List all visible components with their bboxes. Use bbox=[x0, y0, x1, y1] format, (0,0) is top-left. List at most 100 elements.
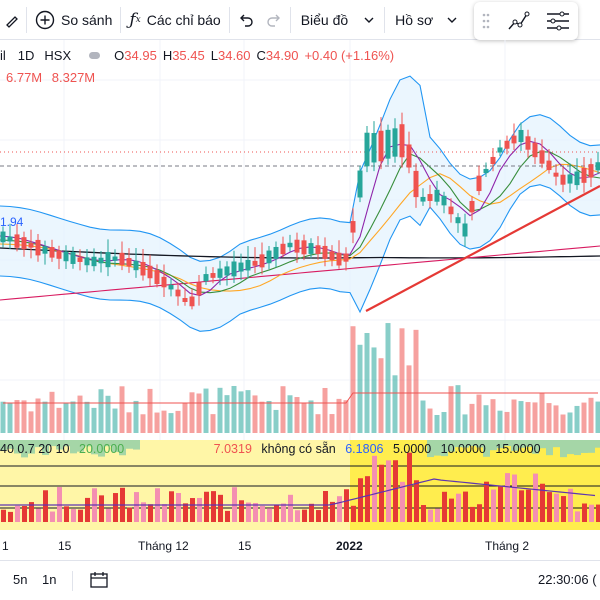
volume-bar bbox=[350, 326, 356, 433]
price-chart[interactable] bbox=[0, 40, 600, 440]
indicator-bg-cell bbox=[287, 440, 294, 530]
range-1-year-button[interactable]: 1n bbox=[42, 572, 57, 587]
candle bbox=[301, 234, 307, 261]
volume-bar bbox=[581, 402, 587, 433]
indicator-bar bbox=[498, 486, 503, 522]
indicator-bar bbox=[43, 490, 48, 522]
volume-bar bbox=[343, 400, 349, 433]
volume-bar bbox=[147, 388, 153, 433]
undo-button[interactable] bbox=[230, 0, 260, 40]
indicator-green-cell bbox=[21, 440, 28, 458]
candle-body bbox=[273, 246, 279, 259]
indicator-bg-cell bbox=[147, 440, 154, 530]
indicator-bg-cell bbox=[217, 440, 224, 530]
indicator-bg-cell bbox=[21, 440, 28, 530]
indicator-bg-cell bbox=[7, 440, 14, 530]
indicator-green-cell bbox=[469, 440, 476, 447]
indicator-green-cell bbox=[546, 440, 553, 456]
indicator-bg-cell bbox=[420, 440, 427, 530]
candle bbox=[266, 246, 272, 270]
chart-type-button[interactable]: Biểu đồ bbox=[291, 0, 384, 40]
candle-body bbox=[112, 256, 118, 261]
compare-button[interactable]: So sánh bbox=[27, 0, 120, 40]
indicator-green-cell bbox=[77, 440, 84, 452]
volume-bar bbox=[518, 401, 524, 433]
settings-sliders-icon[interactable] bbox=[545, 10, 571, 32]
indicator-bg-cell bbox=[168, 440, 175, 530]
volume-bar bbox=[140, 414, 146, 433]
candle-body bbox=[511, 135, 517, 144]
indicator-bar bbox=[141, 502, 146, 522]
candle bbox=[245, 246, 251, 279]
calendar-range-icon[interactable] bbox=[89, 571, 109, 589]
indicator-green-cell bbox=[126, 440, 133, 449]
indicator-value-a: 20.0000 bbox=[79, 442, 125, 456]
indicator-pane[interactable] bbox=[0, 440, 600, 530]
indicator-green-cell bbox=[7, 440, 14, 449]
indicator-bg-cell bbox=[301, 440, 308, 530]
indicator-value-f: 15.0000 bbox=[495, 442, 541, 456]
candle-body bbox=[378, 130, 384, 162]
indicator-bg-cell bbox=[546, 440, 553, 530]
indicator-bar bbox=[540, 483, 545, 522]
candle bbox=[42, 240, 48, 265]
close-value: 34.90 bbox=[265, 48, 299, 63]
indicator-bg-cell bbox=[588, 440, 595, 530]
indicator-bar bbox=[148, 504, 153, 522]
candle-body bbox=[77, 257, 83, 262]
candle bbox=[483, 162, 489, 178]
indicator-bg-cell bbox=[112, 440, 119, 530]
indicator-green-cell bbox=[518, 440, 525, 448]
candle-body bbox=[518, 129, 524, 143]
indicator-bar bbox=[302, 509, 307, 522]
indicator-bg-cell bbox=[581, 440, 588, 530]
candle bbox=[385, 124, 391, 165]
candle bbox=[567, 163, 573, 193]
indicator-bg-cell bbox=[595, 440, 600, 530]
indicator-value-label: 1.94 bbox=[0, 215, 24, 229]
candle-body bbox=[350, 221, 356, 233]
redo-button[interactable] bbox=[260, 0, 290, 40]
indicator-bar bbox=[547, 492, 552, 522]
volume-bar bbox=[203, 388, 209, 433]
bollinger-band-fill bbox=[0, 76, 600, 332]
volume-bar bbox=[217, 387, 223, 433]
clock-label[interactable]: 22:30:06 ( bbox=[538, 572, 597, 587]
volume-bar bbox=[371, 347, 377, 433]
candle-body bbox=[84, 257, 90, 266]
candle-body bbox=[364, 132, 370, 167]
divider bbox=[120, 6, 122, 33]
indicator-green-cell bbox=[560, 440, 567, 458]
time-axis[interactable]: 1 15 Tháng 12 15 2022 Tháng 2 bbox=[0, 530, 600, 560]
candle bbox=[546, 149, 552, 174]
indicator-bar bbox=[127, 507, 132, 522]
candle-body bbox=[280, 243, 286, 255]
candle bbox=[147, 254, 153, 287]
candle bbox=[581, 157, 587, 193]
trendline[interactable] bbox=[365, 185, 600, 312]
trendline-tool-icon[interactable] bbox=[505, 8, 531, 34]
time-axis-label: 1 bbox=[2, 539, 9, 553]
indicator-bar bbox=[470, 506, 475, 522]
profile-button[interactable]: Hồ sơ bbox=[385, 0, 467, 40]
indicator-bg-cell bbox=[574, 440, 581, 530]
indicator-bar bbox=[8, 511, 13, 522]
candle bbox=[210, 267, 216, 284]
range-5-years-button[interactable]: 5n bbox=[13, 572, 28, 587]
indicator-bg-cell bbox=[434, 440, 441, 530]
indicator-bar bbox=[225, 510, 230, 522]
interval-label[interactable]: 1D bbox=[17, 48, 35, 63]
candle-body bbox=[413, 170, 419, 198]
candle-body bbox=[525, 136, 531, 150]
volume-bar bbox=[525, 402, 531, 433]
drag-handle-icon[interactable] bbox=[481, 12, 491, 30]
symbol-name[interactable]: il bbox=[0, 48, 6, 63]
candle-body bbox=[42, 246, 48, 254]
candle bbox=[217, 260, 223, 286]
indicator-bar bbox=[183, 503, 188, 522]
indicator-bg-cell bbox=[133, 440, 140, 530]
volume-bar bbox=[98, 389, 104, 433]
indicators-side-toggle[interactable] bbox=[0, 0, 26, 40]
candle bbox=[553, 164, 559, 186]
